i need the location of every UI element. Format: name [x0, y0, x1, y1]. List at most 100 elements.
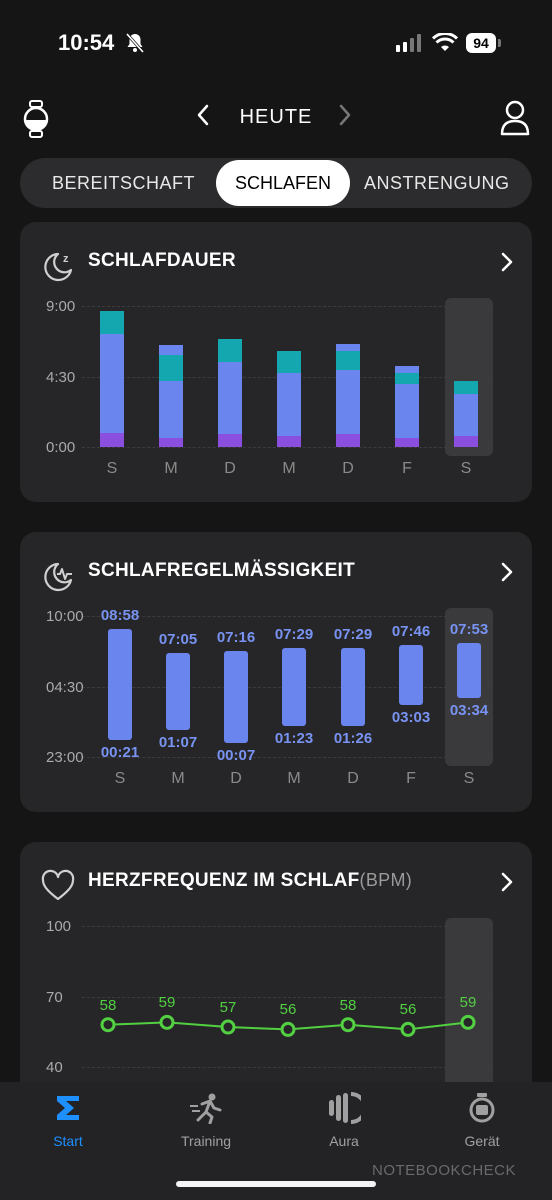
rem-sleep-segment [100, 310, 124, 335]
wake-time-label: 07:16 [216, 628, 256, 646]
heart-rate-point [400, 1021, 416, 1037]
battery-level: 94 [473, 35, 489, 51]
x-tick-label: M [287, 770, 301, 787]
running-icon [190, 1093, 222, 1125]
chevron-right-icon[interactable] [500, 872, 514, 892]
light-sleep-segment [454, 393, 478, 437]
x-tick-label: S [114, 770, 126, 787]
grid-line [82, 997, 492, 998]
x-tick-label: D [230, 770, 242, 787]
status-bar: 10:54 94 [0, 0, 552, 88]
deep-sleep-segment [159, 437, 183, 447]
deep-sleep-segment [218, 434, 242, 447]
heart-rate-value-label: 57 [219, 999, 237, 1017]
aura-icon [329, 1092, 367, 1124]
rem-sleep-segment [159, 354, 183, 382]
tab-schlafen[interactable]: SCHLAFEN [216, 160, 350, 206]
wake-time-label: 07:05 [158, 631, 198, 649]
grid-line [82, 757, 492, 758]
tab-geraet[interactable]: Gerät [432, 1092, 532, 1149]
rem-sleep-segment [218, 338, 242, 363]
grid-line [82, 447, 492, 448]
light-sleep-segment [277, 373, 301, 437]
y-tick-label: 0:00 [46, 439, 76, 456]
sleep-window-bar [282, 648, 306, 727]
sleep-time-label: 01:26 [333, 729, 373, 747]
deep-sleep-segment [395, 437, 419, 447]
tab-anstrengung[interactable]: ANSTRENGUNG [364, 173, 510, 193]
cellular-signal-icon [396, 34, 421, 52]
sleep-window-bar [224, 650, 248, 743]
selected-day-highlight [445, 918, 493, 1088]
home-indicator [176, 1181, 376, 1187]
grid-line [82, 926, 492, 927]
light-sleep-segment [395, 384, 419, 438]
battery-tip [498, 39, 501, 47]
sleep-duration-card[interactable]: z SCHLAFDAUER 9:00 4:30 0:00 S M D M D F… [20, 222, 532, 502]
x-tick-label: S [106, 460, 118, 477]
sleep-regularity-card[interactable]: SCHLAFREGELMÄSSIGKEIT 10:00 04:30 23:00 … [20, 532, 532, 812]
tab-aura[interactable]: Aura [294, 1092, 394, 1149]
chevron-right-icon[interactable] [338, 104, 352, 126]
chevron-right-icon[interactable] [500, 562, 514, 582]
battery-icon: 94 [466, 33, 496, 53]
x-tick-label: F [402, 460, 412, 477]
light-sleep-segment [218, 362, 242, 435]
heart-rate-value-label: 59 [459, 994, 477, 1012]
y-tick-label: 70 [46, 989, 63, 1006]
deep-sleep-segment [454, 436, 478, 447]
wake-time-label: 07:46 [391, 622, 431, 640]
wake-time-label: 08:58 [100, 607, 140, 625]
bell-off-icon [125, 33, 145, 53]
heart-rate-point [100, 1017, 116, 1033]
watermark: NOTEBOOKCHECK [372, 1162, 517, 1179]
sleep-time-label: 00:21 [100, 743, 140, 761]
x-tick-label: M [171, 770, 185, 787]
heart-rate-point [340, 1017, 356, 1033]
rem-sleep-segment [336, 351, 360, 371]
watch-icon[interactable] [22, 100, 50, 138]
heart-rate-unit: (BPM) [359, 870, 413, 890]
x-tick-label: S [460, 460, 472, 477]
wifi-icon [432, 33, 458, 51]
heart-rate-point [220, 1019, 236, 1035]
chevron-left-icon[interactable] [196, 104, 210, 126]
tab-start-label: Start [53, 1133, 83, 1149]
heart-rate-point [159, 1014, 175, 1030]
heart-rate-point [460, 1014, 476, 1030]
x-tick-label: D [224, 460, 236, 477]
x-tick-label: D [347, 770, 359, 787]
y-tick-label: 9:00 [46, 298, 76, 315]
tab-geraet-label: Gerät [464, 1133, 500, 1149]
sleep-time-label: 03:03 [391, 709, 431, 727]
heart-rate-value-label: 59 [158, 994, 176, 1012]
heart-rate-card[interactable]: HERZFREQUENZ IM SCHLAF(BPM) 100 70 40 58… [20, 842, 532, 1102]
x-tick-label: S [463, 770, 475, 787]
heart-rate-title: HERZFREQUENZ IM SCHLAF(BPM) [88, 870, 412, 892]
sleep-window-bar [108, 629, 132, 740]
top-nav: HEUTE [0, 96, 552, 140]
heart-rate-value-label: 56 [399, 1001, 417, 1019]
sleep-time-label: 01:23 [274, 730, 314, 748]
sleep-duration-title: SCHLAFDAUER [88, 250, 236, 271]
sigma-icon [57, 1096, 79, 1120]
awake-segment [159, 345, 183, 355]
rem-sleep-segment [277, 351, 301, 374]
profile-icon[interactable] [500, 100, 530, 136]
light-sleep-segment [159, 381, 183, 438]
tab-bereitschaft[interactable]: BEREITSCHAFT [52, 173, 196, 193]
deep-sleep-segment [100, 432, 124, 447]
heart-rate-point [280, 1021, 296, 1037]
light-sleep-segment [336, 370, 360, 435]
chevron-right-icon[interactable] [500, 252, 514, 272]
y-tick-label: 40 [46, 1059, 63, 1076]
sleep-time-label: 03:34 [449, 702, 489, 720]
tab-start[interactable]: Start [18, 1092, 118, 1149]
sleep-time-label: 01:07 [158, 733, 198, 751]
sleep-window-bar [399, 644, 423, 706]
x-tick-label: F [406, 770, 416, 787]
deep-sleep-segment [336, 434, 360, 447]
sleep-window-bar [341, 648, 365, 726]
tab-training[interactable]: Training [156, 1092, 256, 1149]
deep-sleep-segment [277, 436, 301, 447]
